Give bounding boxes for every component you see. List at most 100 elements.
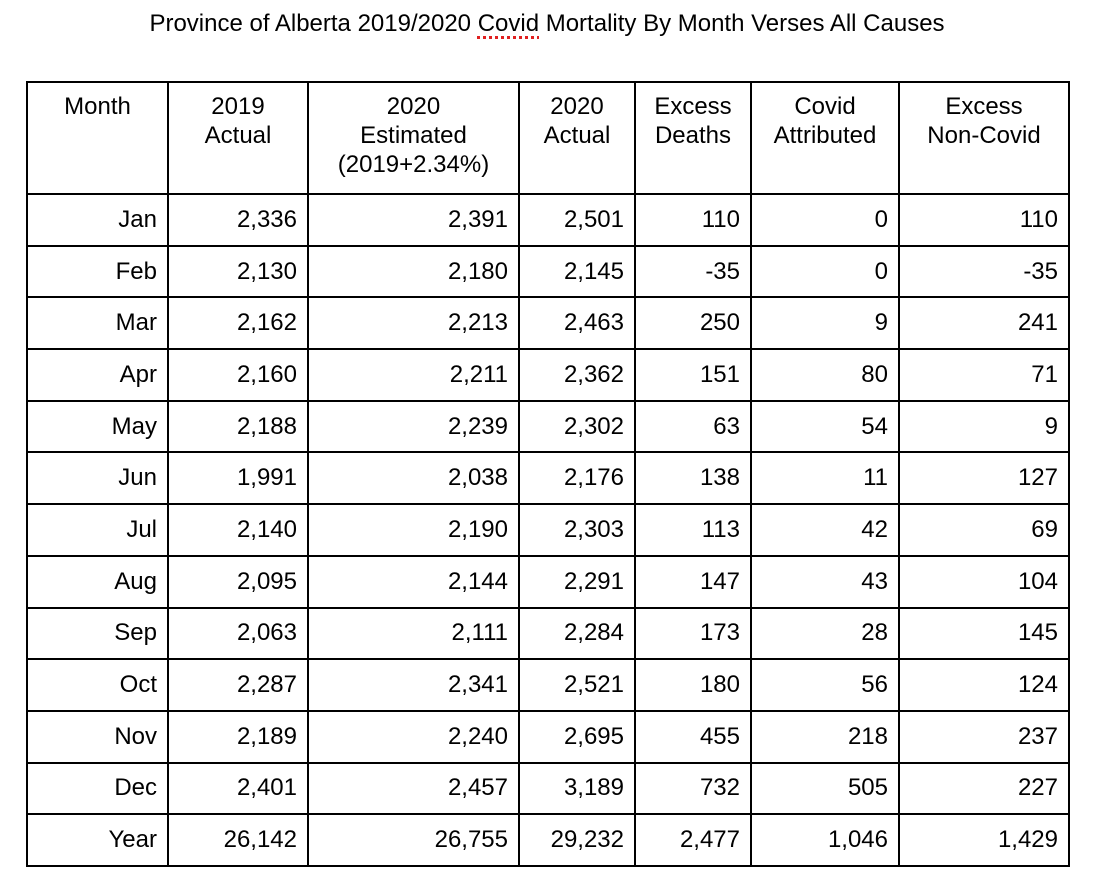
- cell-excess-deaths: 138: [634, 451, 752, 506]
- cell-actual-2019: 2,140: [167, 503, 309, 557]
- cell-month: Year: [26, 813, 169, 867]
- cell-month: Jan: [26, 193, 169, 247]
- cell-estimated-2020: 2,038: [307, 451, 520, 506]
- cell-actual-2019: 2,095: [167, 554, 309, 609]
- cell-excess-non-covid: 104: [898, 554, 1070, 609]
- cell-month: Jun: [26, 451, 169, 506]
- cell-month: Mar: [26, 296, 169, 351]
- cell-actual-2019: 26,142: [167, 813, 309, 867]
- cell-covid-attributed: 11: [750, 451, 900, 506]
- cell-month: Apr: [26, 348, 169, 402]
- cell-estimated-2020: 2,211: [307, 348, 520, 402]
- cell-excess-deaths: 147: [634, 554, 752, 609]
- column-header-line: Month: [64, 93, 131, 120]
- table-header-row: Month 2019 Actual 2020 Estimated (2019+2.34%)…: [26, 81, 1070, 195]
- cell-estimated-2020: 2,391: [307, 193, 520, 247]
- column-header-line: Estimated: [360, 122, 467, 149]
- table-row: Jan 2,336 2,391 2,501 110 0 110: [26, 193, 1070, 247]
- cell-covid-attributed: 0: [750, 244, 900, 299]
- cell-covid-attributed: 80: [750, 348, 900, 402]
- cell-actual-2020: 2,695: [518, 709, 636, 764]
- cell-month: Nov: [26, 709, 169, 764]
- cell-estimated-2020: 2,213: [307, 296, 520, 351]
- cell-actual-2019: 1,991: [167, 451, 309, 506]
- table-row: May 2,188 2,239 2,302 63 54 9: [26, 399, 1070, 454]
- table-row: Oct 2,287 2,341 2,521 180 56 124: [26, 658, 1070, 712]
- table-row: Jul 2,140 2,190 2,303 113 42 69: [26, 503, 1070, 557]
- cell-actual-2020: 2,303: [518, 503, 636, 557]
- cell-covid-attributed: 28: [750, 606, 900, 661]
- cell-actual-2020: 2,521: [518, 658, 636, 712]
- cell-month: Oct: [26, 658, 169, 712]
- cell-actual-2020: 2,362: [518, 348, 636, 402]
- column-header-line: Deaths: [654, 122, 732, 149]
- cell-estimated-2020: 2,239: [307, 399, 520, 454]
- column-header-line: Non-Covid: [927, 122, 1041, 149]
- table-body: Jan 2,336 2,391 2,501 110 0 110 Feb 2,130 2,180 2,…: [26, 193, 1070, 867]
- cell-excess-non-covid: 237: [898, 709, 1070, 764]
- cell-actual-2020: 2,176: [518, 451, 636, 506]
- cell-excess-deaths: 151: [634, 348, 752, 402]
- column-header-line: Covid: [794, 93, 856, 120]
- cell-covid-attributed: 0: [750, 193, 900, 247]
- table-row: Apr 2,160 2,211 2,362 151 80 71: [26, 348, 1070, 402]
- column-header-estimated-2020: 2020 Estimated (2019+2.34%): [307, 81, 520, 195]
- title-flagged-word[interactable]: Covid: [477, 10, 540, 37]
- column-header-month: Month: [26, 81, 169, 195]
- cell-month: Aug: [26, 554, 169, 609]
- column-header-line: 2020: [386, 93, 441, 120]
- cell-actual-2020: 2,501: [518, 193, 636, 247]
- column-header-line: (2019+2.34%): [337, 151, 490, 178]
- cell-excess-deaths: 732: [634, 761, 752, 816]
- column-header-line: 2020: [550, 93, 604, 120]
- cell-actual-2019: 2,063: [167, 606, 309, 661]
- column-header-line: 2019: [211, 93, 265, 120]
- cell-actual-2019: 2,336: [167, 193, 309, 247]
- cell-covid-attributed: 218: [750, 709, 900, 764]
- column-header-line: Actual: [543, 122, 611, 149]
- cell-excess-non-covid: 227: [898, 761, 1070, 816]
- cell-actual-2020: 2,302: [518, 399, 636, 454]
- cell-month: Jul: [26, 503, 169, 557]
- title-text-end: Mortality By Month Verses All Causes: [539, 10, 945, 37]
- cell-actual-2019: 2,162: [167, 296, 309, 351]
- column-header-line: Excess: [945, 93, 1023, 120]
- column-header-line: Attributed: [773, 122, 877, 149]
- cell-estimated-2020: 2,240: [307, 709, 520, 764]
- cell-estimated-2020: 2,457: [307, 761, 520, 816]
- cell-excess-non-covid: 241: [898, 296, 1070, 351]
- column-header-actual-2020: 2020 Actual: [518, 81, 636, 195]
- cell-actual-2020: 2,284: [518, 606, 636, 661]
- cell-excess-non-covid: 9: [898, 399, 1070, 454]
- column-header-excess-non-covid: Excess Non-Covid: [898, 81, 1070, 195]
- cell-estimated-2020: 2,144: [307, 554, 520, 609]
- cell-excess-deaths: 110: [634, 193, 752, 247]
- table-row: Sep 2,063 2,111 2,284 173 28 145: [26, 606, 1070, 661]
- cell-covid-attributed: 42: [750, 503, 900, 557]
- cell-actual-2019: 2,188: [167, 399, 309, 454]
- cell-estimated-2020: 2,180: [307, 244, 520, 299]
- document-title: Province of Alberta 2019/2020 Covid Mort…: [0, 8, 1094, 40]
- cell-actual-2020: 2,463: [518, 296, 636, 351]
- cell-excess-non-covid: 145: [898, 606, 1070, 661]
- cell-excess-non-covid: 1,429: [898, 813, 1070, 867]
- cell-excess-non-covid: 127: [898, 451, 1070, 506]
- column-header-actual-2019: 2019 Actual: [167, 81, 309, 195]
- cell-excess-non-covid: -35: [898, 244, 1070, 299]
- cell-covid-attributed: 9: [750, 296, 900, 351]
- cell-covid-attributed: 54: [750, 399, 900, 454]
- table-row: Dec 2,401 2,457 3,189 732 505 227: [26, 761, 1070, 816]
- mortality-table: Month 2019 Actual 2020 Estimated (2019+2.34%)…: [26, 81, 1070, 867]
- column-header-excess-deaths: Excess Deaths: [634, 81, 752, 195]
- table-row: Aug 2,095 2,144 2,291 147 43 104: [26, 554, 1070, 609]
- cell-month: May: [26, 399, 169, 454]
- cell-estimated-2020: 2,190: [307, 503, 520, 557]
- cell-estimated-2020: 26,755: [307, 813, 520, 867]
- cell-month: Sep: [26, 606, 169, 661]
- cell-actual-2019: 2,189: [167, 709, 309, 764]
- cell-excess-deaths: 250: [634, 296, 752, 351]
- cell-actual-2020: 2,145: [518, 244, 636, 299]
- cell-actual-2019: 2,130: [167, 244, 309, 299]
- cell-month: Feb: [26, 244, 169, 299]
- cell-excess-deaths: 173: [634, 606, 752, 661]
